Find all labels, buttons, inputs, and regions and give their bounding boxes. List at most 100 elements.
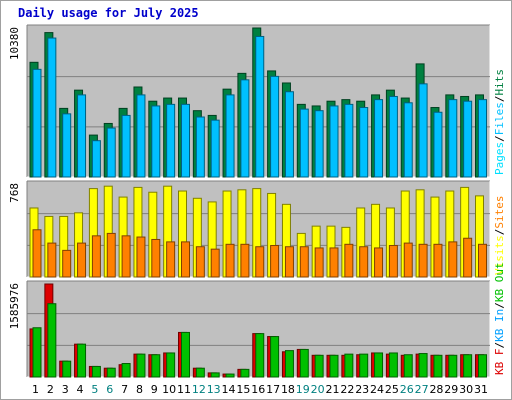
day-label-15: 15: [236, 383, 250, 396]
bar-sites-day-9: [151, 238, 161, 278]
legend-item: /: [493, 229, 506, 236]
bar-kb-out-day-22: [344, 353, 354, 378]
bar-files-day-15: [240, 79, 250, 178]
bar-files-day-29: [448, 99, 458, 178]
bar-kb-out-day-19: [299, 348, 309, 378]
legend-item: /: [493, 96, 506, 103]
bar-kb-out-day-7: [121, 363, 131, 378]
bar-sites-day-7: [121, 235, 131, 278]
legend-visits-sites: Visits/Sites: [493, 196, 506, 276]
day-label-26: 26: [400, 383, 414, 396]
bar-files-day-24: [374, 99, 384, 178]
bar-sites-day-15: [240, 243, 250, 278]
bar-files-day-23: [359, 107, 369, 178]
day-label-8: 8: [136, 383, 143, 396]
day-label-17: 17: [266, 383, 280, 396]
day-label-24: 24: [370, 383, 384, 396]
bar-kb-out-day-12: [195, 367, 205, 378]
day-label-28: 28: [429, 383, 443, 396]
day-label-9: 9: [151, 383, 158, 396]
bar-sites-day-11: [181, 241, 190, 278]
bar-sites-day-6: [106, 232, 116, 278]
bar-sites-day-30: [463, 237, 473, 278]
legend-item: KB In: [493, 309, 506, 342]
bar-kb-out-day-17: [270, 336, 280, 378]
bar-kb-out-day-16: [255, 333, 265, 378]
bar-sites-day-25: [388, 245, 398, 278]
bar-files-day-26: [403, 102, 413, 178]
bar-files-day-13: [210, 119, 220, 178]
y-max-label: 768: [8, 183, 21, 203]
bar-sites-day-16: [255, 246, 265, 278]
legend-item: /: [493, 302, 506, 309]
day-label-7: 7: [121, 383, 128, 396]
bar-files-day-5: [91, 140, 101, 178]
day-label-18: 18: [281, 383, 295, 396]
bar-files-day-3: [62, 113, 72, 178]
bar-sites-day-14: [225, 243, 235, 278]
bar-kb-out-day-14: [225, 373, 235, 378]
bar-files-day-12: [195, 116, 205, 178]
day-label-19: 19: [296, 383, 310, 396]
day-label-13: 13: [207, 383, 221, 396]
legend-item: /: [493, 135, 506, 142]
day-label-3: 3: [62, 383, 69, 396]
bar-kb-out-day-28: [433, 354, 443, 378]
bar-files-day-9: [151, 105, 161, 178]
day-label-22: 22: [340, 383, 354, 396]
bar-files-day-30: [463, 100, 473, 178]
bar-sites-day-17: [270, 245, 280, 278]
bar-kb-out-day-30: [463, 354, 473, 378]
bar-sites-day-13: [210, 248, 220, 278]
bar-files-day-1: [32, 68, 42, 178]
bar-files-day-22: [344, 103, 354, 178]
legend-item: Pages: [493, 142, 506, 175]
day-label-1: 1: [32, 383, 39, 396]
bar-kb-out-day-21: [329, 354, 339, 378]
bar-kb-out-day-25: [388, 352, 398, 378]
bar-files-day-31: [478, 99, 487, 178]
bar-sites-day-26: [403, 242, 413, 278]
day-label-10: 10: [162, 383, 176, 396]
bar-kb-out-day-4: [77, 343, 87, 378]
bar-sites-day-28: [433, 243, 443, 278]
day-label-29: 29: [444, 383, 458, 396]
bar-kb-out-day-10: [166, 352, 176, 378]
day-label-31: 31: [474, 383, 488, 396]
bar-sites-day-1: [32, 229, 42, 278]
day-label-27: 27: [415, 383, 429, 396]
bar-files-day-8: [136, 94, 146, 178]
bar-files-day-19: [299, 108, 309, 178]
bar-sites-day-24: [374, 247, 384, 278]
bar-files-day-18: [284, 91, 294, 178]
day-label-21: 21: [326, 383, 340, 396]
bar-files-day-16: [255, 35, 265, 178]
bar-sites-day-29: [448, 241, 458, 278]
chart-title: Daily usage for July 2025: [18, 6, 199, 20]
bar-files-day-6: [106, 127, 116, 178]
day-label-16: 16: [251, 383, 265, 396]
day-label-14: 14: [222, 383, 236, 396]
bar-kb-out-day-20: [314, 354, 324, 378]
bar-sites-day-21: [329, 247, 339, 278]
bar-kb-out-day-3: [62, 360, 72, 378]
day-label-12: 12: [192, 383, 206, 396]
day-label-25: 25: [385, 383, 399, 396]
bar-files-day-21: [329, 105, 339, 178]
bar-files-day-20: [314, 110, 324, 178]
bar-sites-day-12: [195, 246, 205, 278]
bar-kb-out-day-6: [106, 367, 116, 378]
bar-files-day-10: [166, 103, 176, 178]
day-label-6: 6: [106, 383, 113, 396]
bar-sites-day-4: [77, 242, 87, 278]
bar-sites-day-31: [478, 243, 487, 278]
bar-kb-out-day-5: [91, 365, 101, 378]
bar-sites-day-5: [91, 235, 101, 278]
bar-kb-out-day-2: [47, 303, 57, 378]
day-label-5: 5: [91, 383, 98, 396]
bar-sites-day-27: [418, 243, 428, 278]
day-label-2: 2: [47, 383, 54, 396]
legend-item: /: [493, 342, 506, 349]
legend-item: KB F: [493, 349, 506, 376]
